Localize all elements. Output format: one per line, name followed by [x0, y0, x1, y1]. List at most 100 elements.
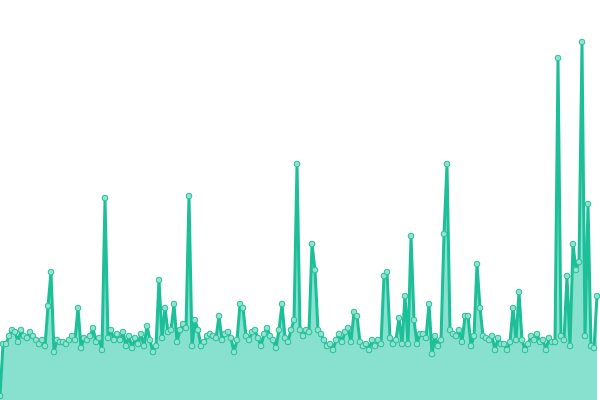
- data-point: [101, 194, 109, 202]
- data-point: [161, 304, 169, 312]
- data-point: [239, 304, 247, 312]
- data-point: [437, 336, 445, 344]
- data-point: [335, 330, 343, 338]
- data-point: [137, 330, 145, 338]
- data-point: [284, 338, 292, 346]
- data-point: [329, 346, 337, 354]
- data-point: [581, 332, 589, 340]
- data-point: [143, 322, 151, 330]
- data-point: [50, 348, 58, 356]
- data-point: [95, 334, 103, 342]
- data-point: [212, 334, 220, 342]
- data-point: [311, 266, 319, 274]
- data-point: [263, 324, 271, 332]
- data-point: [86, 332, 94, 340]
- data-point: [452, 332, 460, 340]
- data-point: [5, 332, 13, 340]
- data-point: [173, 338, 181, 346]
- data-point: [425, 300, 433, 308]
- data-point: [386, 334, 394, 342]
- data-point: [71, 336, 79, 344]
- data-point: [500, 340, 508, 348]
- data-point: [569, 240, 577, 248]
- data-point: [308, 240, 316, 248]
- data-point: [140, 342, 148, 350]
- data-point: [401, 292, 409, 300]
- data-point: [371, 342, 379, 350]
- data-point: [257, 342, 265, 350]
- data-point: [434, 342, 442, 350]
- data-point: [128, 344, 136, 352]
- data-point: [530, 336, 538, 344]
- data-point: [158, 334, 166, 342]
- data-point: [320, 336, 328, 344]
- data-point: [428, 350, 436, 358]
- data-point: [2, 340, 10, 348]
- data-point: [38, 336, 46, 344]
- data-point: [104, 334, 112, 342]
- data-point: [377, 340, 385, 348]
- data-point: [218, 336, 226, 344]
- data-point: [575, 258, 583, 266]
- data-point: [533, 330, 541, 338]
- data-point: [47, 268, 55, 276]
- data-point: [488, 332, 496, 340]
- data-point: [473, 260, 481, 268]
- data-point: [299, 332, 307, 340]
- data-point: [305, 328, 313, 336]
- data-point: [353, 312, 361, 320]
- data-points: [0, 38, 600, 400]
- data-point: [347, 338, 355, 346]
- data-point: [215, 312, 223, 320]
- data-point: [590, 344, 598, 352]
- data-point: [458, 338, 466, 346]
- data-point: [317, 330, 325, 338]
- data-point: [539, 336, 547, 344]
- data-point: [572, 266, 580, 274]
- data-point: [98, 346, 106, 354]
- data-point: [443, 160, 451, 168]
- data-point: [455, 326, 463, 334]
- data-point: [254, 334, 262, 342]
- data-point: [509, 304, 517, 312]
- data-point: [293, 160, 301, 168]
- data-point: [494, 334, 502, 342]
- data-point: [422, 334, 430, 342]
- data-point: [542, 346, 550, 354]
- data-point: [410, 316, 418, 324]
- data-point: [119, 328, 127, 336]
- data-point: [563, 272, 571, 280]
- data-point: [17, 326, 25, 334]
- data-point: [155, 276, 163, 284]
- data-point: [182, 324, 190, 332]
- data-point: [116, 336, 124, 344]
- data-point: [515, 288, 523, 296]
- data-point: [344, 324, 352, 332]
- data-point: [407, 232, 415, 240]
- data-point: [44, 302, 52, 310]
- data-point: [170, 300, 178, 308]
- data-point: [560, 336, 568, 344]
- data-point: [269, 336, 277, 344]
- data-point: [578, 38, 586, 46]
- data-point: [398, 340, 406, 348]
- data-point: [290, 316, 298, 324]
- data-point: [584, 200, 592, 208]
- data-point: [23, 334, 31, 342]
- data-point: [365, 346, 373, 354]
- data-point: [251, 326, 259, 334]
- data-point: [404, 340, 412, 348]
- data-point: [260, 330, 268, 338]
- data-point: [230, 348, 238, 356]
- data-point: [338, 338, 346, 346]
- data-point: [368, 336, 376, 344]
- data-point: [440, 230, 448, 238]
- data-point: [383, 268, 391, 276]
- data-point: [77, 344, 85, 352]
- data-point: [149, 348, 157, 356]
- data-point: [512, 336, 520, 344]
- data-point: [413, 340, 421, 348]
- data-point: [176, 326, 184, 334]
- data-point: [152, 342, 160, 350]
- data-point: [107, 326, 115, 334]
